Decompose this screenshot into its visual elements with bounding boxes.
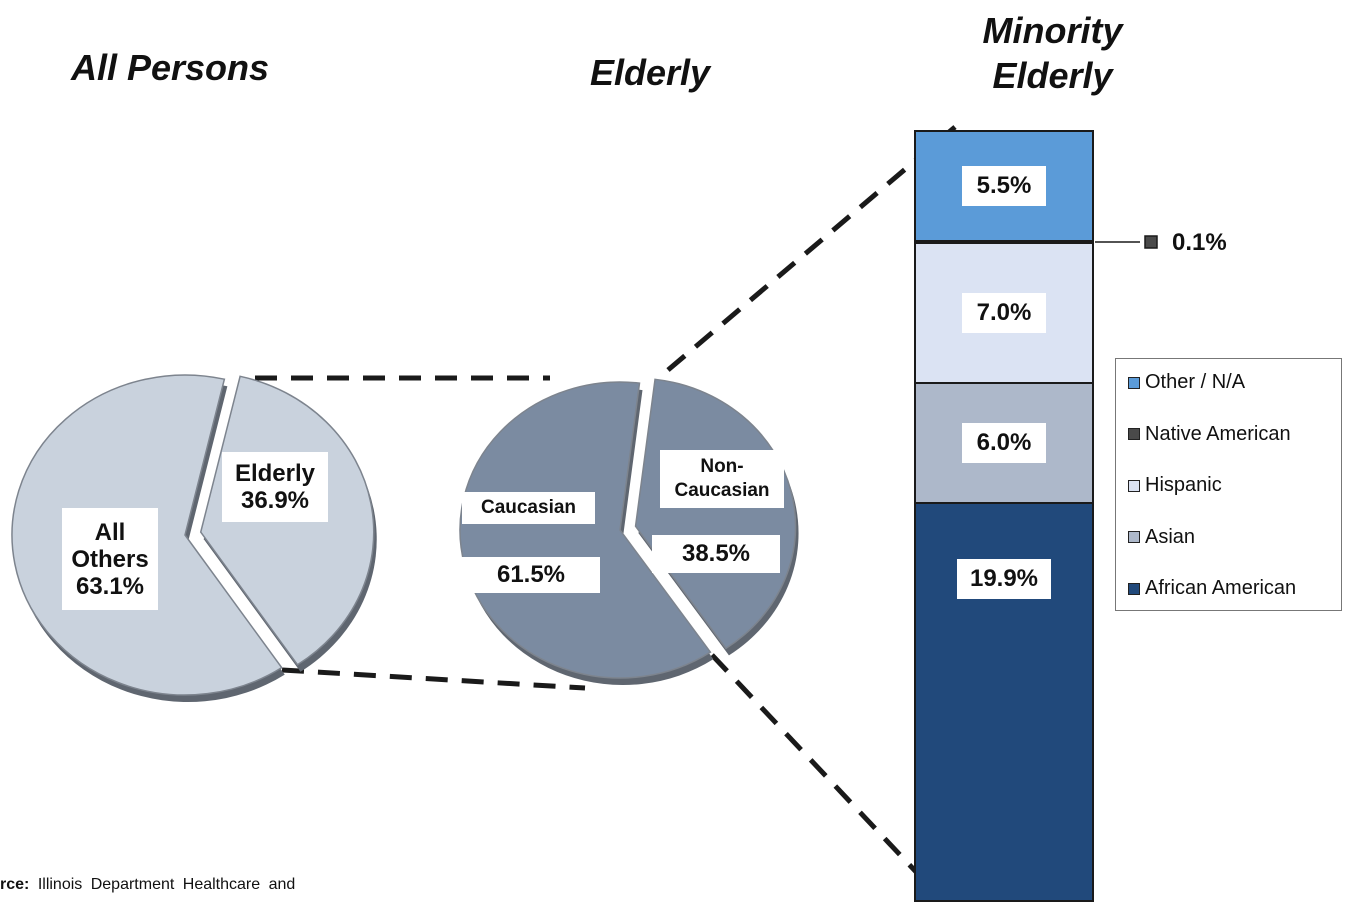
connector bbox=[710, 653, 937, 894]
legend-item: Native American bbox=[1128, 423, 1291, 446]
slice-category: Non-Caucasian bbox=[660, 450, 784, 508]
slice-label: Elderly 36.9% bbox=[222, 452, 328, 522]
source-label: rce: bbox=[0, 876, 30, 893]
slice-value: 63.1% bbox=[75, 572, 145, 600]
legend-swatch bbox=[1128, 376, 1140, 389]
slice-value: 38.5% bbox=[652, 535, 780, 573]
legend-item: Asian bbox=[1128, 526, 1195, 549]
legend-label: Other / N/A bbox=[1145, 371, 1246, 393]
slice-label: All Others 63.1% bbox=[62, 508, 158, 610]
legend-label: Hispanic bbox=[1145, 474, 1222, 496]
bar-segment bbox=[914, 242, 1094, 384]
bar-value-label: 0.1% bbox=[1172, 229, 1227, 256]
bar-value-label: 7.0% bbox=[962, 293, 1046, 333]
legend-swatch bbox=[1128, 479, 1140, 492]
legend-item: Hispanic bbox=[1128, 474, 1222, 497]
bar-value-label: 5.5% bbox=[962, 166, 1046, 206]
bar-value-label: 6.0% bbox=[962, 423, 1046, 463]
slice-category: Elderly bbox=[234, 460, 316, 487]
source: rce: Illinois Department Healthcare and bbox=[0, 876, 295, 894]
source-text: Illinois Department Healthcare and bbox=[37, 876, 296, 893]
chart-title: Minority Elderly bbox=[982, 10, 1123, 96]
chart-title: Elderly bbox=[589, 52, 711, 93]
slice-value: 36.9% bbox=[240, 487, 310, 514]
bar-value-label: 19.9% bbox=[957, 559, 1051, 599]
legend: Other / N/A Native American Hispanic Asian A… bbox=[1115, 358, 1342, 611]
legend-item: African American bbox=[1128, 577, 1296, 600]
slice-category: Caucasian bbox=[462, 492, 595, 524]
connector bbox=[281, 667, 586, 691]
legend-label: Native American bbox=[1145, 422, 1291, 445]
callout-marker bbox=[1144, 235, 1158, 249]
connector bbox=[666, 125, 957, 372]
legend-swatch bbox=[1128, 428, 1140, 440]
legend-label: African American bbox=[1145, 577, 1297, 599]
legend-label: Asian bbox=[1145, 525, 1196, 548]
legend-swatch bbox=[1128, 531, 1140, 543]
legend-swatch bbox=[1128, 582, 1140, 595]
chart-title: All Persons bbox=[70, 47, 270, 88]
slice-value: 61.5% bbox=[462, 557, 600, 593]
pie-slice bbox=[634, 378, 797, 650]
legend-item: Other / N/A bbox=[1128, 371, 1245, 394]
slice-category: All Others bbox=[71, 518, 149, 573]
